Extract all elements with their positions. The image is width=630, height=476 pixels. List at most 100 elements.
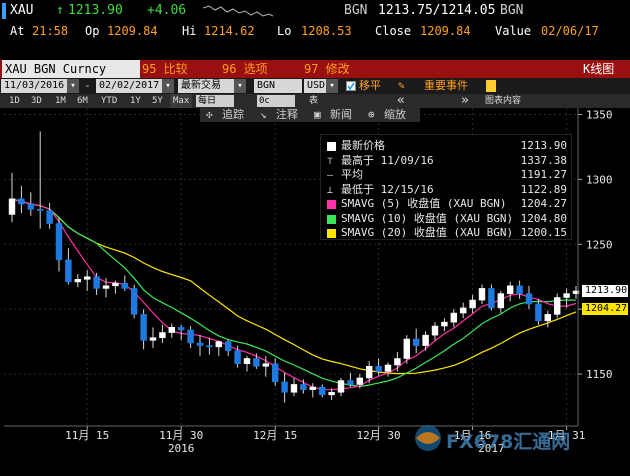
note-button[interactable]: 注释 [276,108,298,121]
candle [328,388,335,401]
range-button-1y[interactable]: 1Y [130,96,141,106]
candle [516,280,523,299]
end-calendar-icon[interactable]: ▾ [162,79,174,93]
latest-trade-dropdown-icon[interactable]: ▾ [234,79,246,93]
legend-item[interactable]: SMAVG (20) 收盘值 (XAU BGN) 1200.15 [327,226,567,240]
candle-body-up [403,338,411,359]
range-button-5y[interactable]: 5Y [152,96,163,106]
candle-body-up [112,282,119,287]
candle-body-down [93,276,100,289]
legend-name: 最低于 12/15/16 [341,182,434,196]
ticker-symbol[interactable]: XAU [10,3,34,18]
legend-item[interactable]: ⊥ 最低于 12/15/16 1122.89 [327,183,567,197]
edit-button[interactable]: 97 修改 [304,62,350,76]
candle-body-down [196,342,204,346]
candle-body-up [431,325,439,336]
close-value: 1209.84 [420,24,471,38]
currency-select[interactable]: USD [304,79,326,93]
candle [140,309,147,350]
candle-body-down [234,350,241,364]
candle-body-down [488,288,495,309]
options-button[interactable]: 96 选项 [222,62,268,76]
low-value: 1208.53 [301,24,352,38]
sma20-path [11,198,577,375]
chart-content-button[interactable]: 图表内容 [485,96,522,106]
range-button-max[interactable]: Max [170,94,193,108]
close-label: Close [375,24,412,38]
candle [262,355,270,377]
latest-trade-select[interactable]: 最新交易 [178,79,234,93]
compare-button[interactable]: 95 比较 [142,62,188,76]
candle-body-up [83,276,91,280]
candle-body-up [497,293,505,309]
news-icon[interactable]: ▣ [314,108,321,121]
key-events-info-icon[interactable] [486,80,496,92]
candle-body-down [347,380,354,385]
range-button-1m[interactable]: 1M [55,96,66,106]
start-calendar-icon[interactable]: ▾ [67,79,79,93]
legend-item[interactable]: SMAVG (10) 收盘值 (XAU BGN) 1204.80 [327,212,567,226]
watermark-logo: FX678汇通网 [410,422,620,454]
legend-name: 平均 [341,168,363,181]
bid-ask: 1213.75/1214.05 [378,3,496,18]
x-tick-label: 1月 16 [454,429,492,442]
start-date-field[interactable]: 11/03/2016 [1,79,67,93]
zoom-button[interactable]: 缩放 [384,108,406,121]
value-label: Value [495,24,532,38]
legend-value: 1204.80 [520,211,567,225]
range-toolbar [0,94,630,108]
undo-icon[interactable]: ✣ [206,108,213,121]
x-year-label: 2016 [168,442,195,455]
quote-details: At 21:58 Op 1209.84 Hi 1214.62 Lo 1208.5… [0,22,630,40]
high-value: 1214.62 [204,24,255,38]
end-date-field[interactable]: 02/02/2017 [96,79,162,93]
news-button[interactable]: 新闻 [330,108,352,121]
x-tick-label: 11月 30 [159,429,203,442]
legend-item[interactable]: SMAVG (5) 收盘值 (XAU BGN) 1204.27 [327,197,567,211]
table-button[interactable]: 表 [309,96,319,106]
note-icon[interactable]: ↘ [260,108,267,121]
candle-body-up [459,307,467,314]
candle-body-up [262,363,270,367]
legend-name: 最新价格 [341,139,385,152]
candle [422,331,429,351]
nav-right-button[interactable]: » [461,93,469,108]
range-button-6m[interactable]: 6M [77,96,88,106]
move-checkbox[interactable] [346,81,356,91]
candle [572,285,580,299]
date-separator: - [84,79,91,92]
quote-header: XAU ↑ 1213.90 +4.06 BGN 1213.75/1214.05 … [0,0,630,22]
candle [130,284,138,319]
key-events-label[interactable]: 重要事件 [424,79,468,92]
candle-body-up [8,198,16,215]
x-year-label: 2017 [478,442,505,455]
security-input[interactable]: XAU BGN Curncy [2,60,140,78]
candle [535,298,542,325]
bid-source: BGN [344,3,368,18]
candle [8,172,16,223]
trace-button[interactable]: 追踪 [222,108,244,121]
period-select[interactable]: 每日 [196,95,234,107]
nav-left-button[interactable]: « [397,93,405,108]
currency-dropdown-icon[interactable]: ▾ [326,79,338,93]
style-select[interactable]: 0c [257,95,295,107]
legend-item[interactable]: ⊤ 最高于 11/09/16 1337.38 [327,154,567,168]
sparkline-icon [203,5,273,17]
range-button-ytd[interactable]: YTD [101,96,118,106]
candle [18,185,25,214]
zoom-icon[interactable]: ⊕ [368,108,375,121]
range-button-1d[interactable]: 1D [9,96,20,106]
legend-item[interactable]: — 平均 1191.27 [327,168,567,182]
candle-body-up [394,358,401,366]
y-tick-label: 1350 [586,108,613,121]
pencil-icon[interactable]: ✎ [398,79,405,92]
candle [121,275,129,292]
chart-type-label[interactable]: K线图 [583,62,615,76]
source-select[interactable]: BGN [254,79,302,93]
candle [318,384,326,398]
security-input-value: XAU BGN Curncy [5,62,107,76]
candle-body-up [384,364,392,372]
legend-item[interactable]: 最新价格 1213.90 [327,139,567,153]
range-button-3d[interactable]: 3D [31,96,42,106]
legend-name: 最高于 11/09/16 [341,153,434,167]
